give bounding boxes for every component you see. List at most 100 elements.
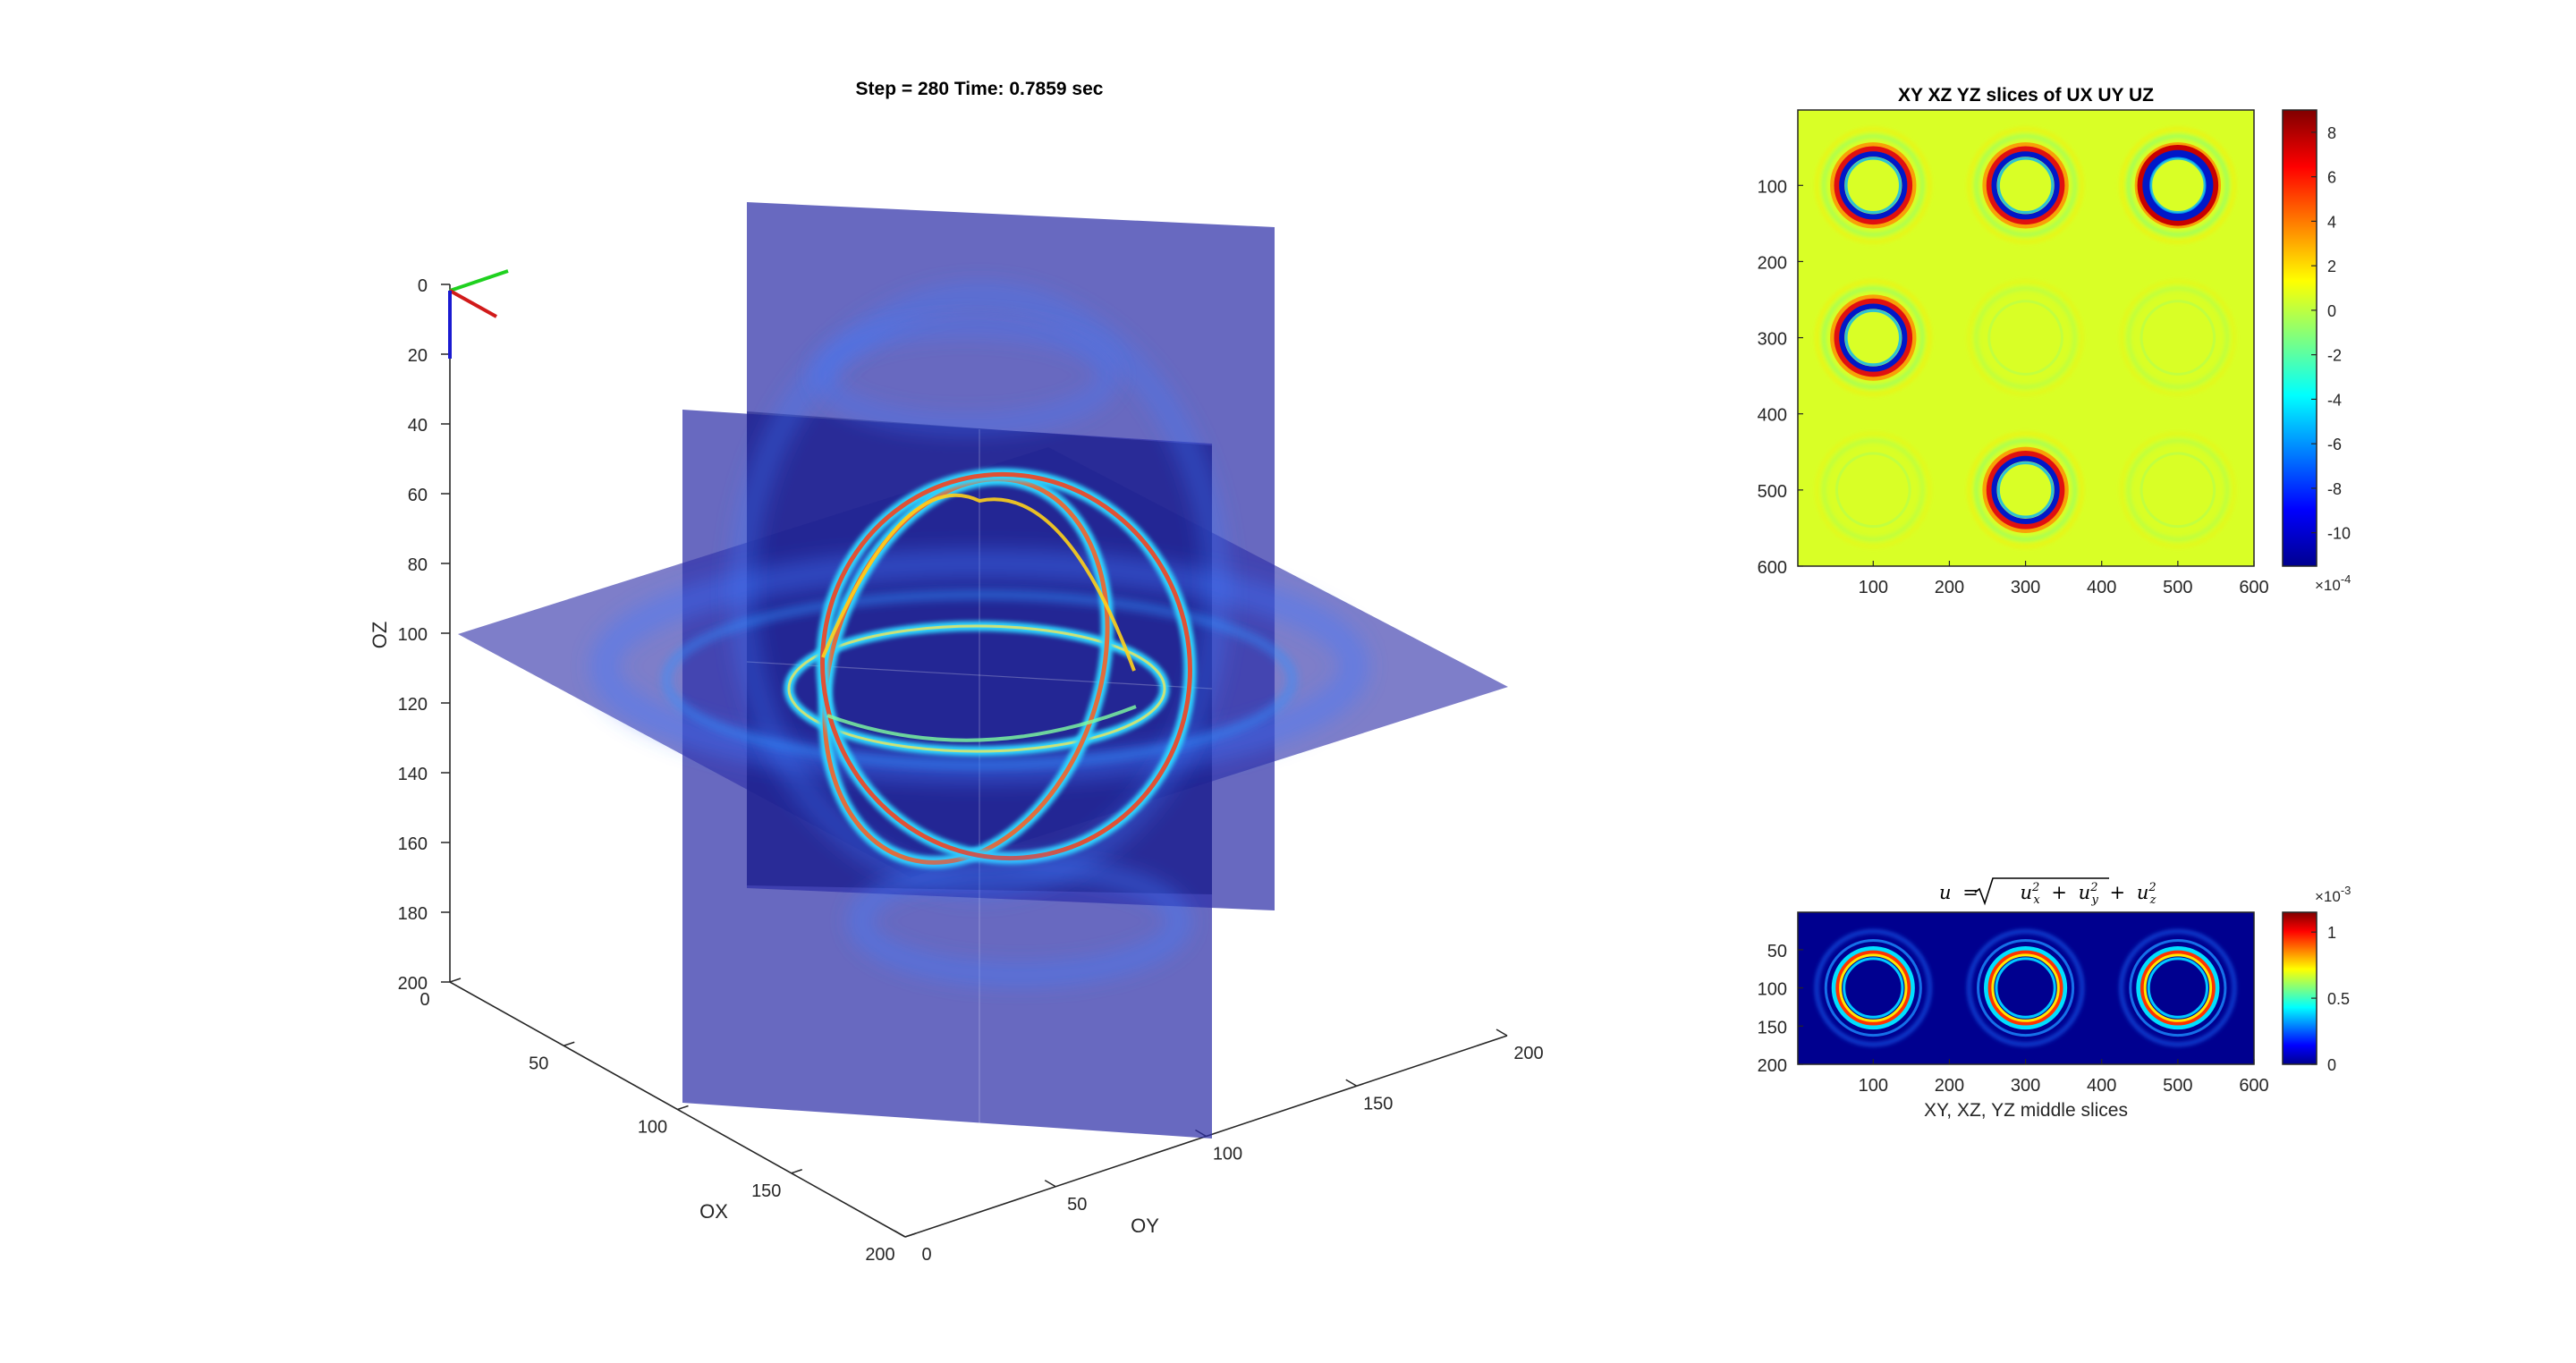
z-tick-label: 160 — [398, 834, 428, 854]
cb1-tick-label: 8 — [2327, 124, 2336, 142]
y-tick-label: 0 — [921, 1245, 931, 1265]
slice-plane-xy — [458, 447, 1508, 877]
orientation-triad — [448, 269, 509, 359]
cb2-tick-label: 0.5 — [2327, 990, 2350, 1008]
y-tick-mark — [1496, 1029, 1508, 1037]
hm1-x-tick-label: 200 — [1935, 578, 1964, 597]
x-tick-mark — [904, 1232, 917, 1238]
heatmap-bottom-title: u = u2 x + u2 y + u2 z — [1939, 881, 2157, 908]
cb1-tick-label: -8 — [2327, 480, 2342, 498]
y-tick-mark — [894, 1230, 906, 1238]
magnitude-ring-XZ — [1967, 929, 2084, 1046]
y-tick-label: 100 — [1213, 1145, 1242, 1164]
cb2-tick-label: 0 — [2327, 1056, 2336, 1074]
y-tick-label: 50 — [1067, 1195, 1087, 1215]
hm2-x-tick-label: 200 — [1935, 1076, 1964, 1096]
x-tick-label: 100 — [638, 1118, 667, 1138]
x-tick-mark — [564, 1041, 575, 1046]
hm2-x-tick-label: 300 — [2011, 1076, 2040, 1096]
y-tick-label: 150 — [1363, 1094, 1393, 1113]
triad-red-axis — [449, 289, 497, 318]
magnitude-ring-XY — [1815, 929, 1932, 1046]
z-tick-label: 40 — [408, 416, 428, 436]
sqrt-symbol — [1974, 877, 2109, 906]
wave-ring-xy-core — [787, 624, 1166, 753]
z-tick-label: 100 — [398, 625, 428, 645]
hm1-y-tick-label: 600 — [1758, 558, 1787, 578]
x-tick-mark — [677, 1105, 689, 1111]
x-tick-label: 150 — [751, 1181, 781, 1201]
cb1-tick-label: 2 — [2327, 258, 2336, 275]
component-slices-heatmap: XY XZ YZ slices of UX UY UZ 100 200 300 400… — [1758, 85, 2351, 597]
wave-glow-vertical — [730, 283, 1229, 898]
slice-ring-UZ-XZ — [1967, 432, 2084, 548]
wave-ring-xz-core — [820, 471, 1192, 861]
hm1-x-tick-label: 300 — [2011, 578, 2040, 597]
hm2-x-tick-label: 600 — [2239, 1076, 2268, 1096]
y-tick-mark — [1345, 1079, 1358, 1087]
x-tick-mark — [791, 1169, 802, 1174]
slice-ring-UX-YZ — [2120, 127, 2236, 244]
hm1-x-tick-label: 600 — [2239, 578, 2268, 597]
triad-green-axis — [449, 269, 509, 292]
colorbar-top-exponent: ×10-4 — [2315, 572, 2351, 594]
colorbar-bottom-exponent: ×10-3 — [2315, 884, 2351, 905]
wavefront-rings — [590, 283, 1368, 984]
heatmap-top-title: XY XZ YZ slices of UX UY UZ — [1898, 85, 2154, 106]
hm1-y-tick-label: 500 — [1758, 482, 1787, 502]
cb1-tick-label: -10 — [2327, 525, 2351, 543]
slice-ring-UX-XZ — [1967, 127, 2084, 244]
cb1-tick-label: 6 — [2327, 169, 2336, 187]
wave-arc-lower — [826, 705, 1137, 742]
y-tick-label: 200 — [1513, 1044, 1543, 1063]
hm2-y-tick-label: 100 — [1758, 980, 1787, 1000]
z-tick-label: 120 — [398, 695, 428, 715]
hm1-x-tick-label: 500 — [2163, 578, 2192, 597]
slice-ring-UY-XZ — [1967, 279, 2084, 396]
x-tick-label: 200 — [865, 1245, 894, 1265]
x-tick-label: 50 — [529, 1054, 548, 1073]
wave-ring-xy-outer — [662, 590, 1297, 769]
wave-halo-lower — [850, 859, 1190, 984]
z-tick-label: 200 — [398, 974, 428, 994]
cb2-tick-label: 1 — [2327, 924, 2336, 942]
hm1-y-tick-label: 200 — [1758, 253, 1787, 273]
hm2-y-tick-label: 50 — [1767, 942, 1787, 961]
hm1-x-tick-label: 400 — [2087, 578, 2116, 597]
slice-ring-UZ-XY — [1815, 432, 1932, 548]
y-axis-label: OY — [1131, 1215, 1159, 1237]
cb1-tick-label: 0 — [2327, 302, 2336, 320]
slice-ring-UX-XY — [1815, 127, 1932, 244]
x-tick-mark — [449, 978, 462, 983]
z-tick-label: 140 — [398, 765, 428, 784]
hm1-y-tick-label: 300 — [1758, 330, 1787, 350]
cb1-tick-label: -2 — [2327, 347, 2342, 365]
cb1-tick-label: 4 — [2327, 213, 2336, 231]
chart-title-3d: Step = 280 Time: 0.7859 sec — [856, 79, 1104, 99]
slice-ring-UZ-YZ — [2120, 432, 2236, 548]
colorbar-bottom — [2282, 911, 2318, 1065]
cb1-tick-label: -4 — [2327, 391, 2342, 409]
heatmap-top-background — [1798, 110, 2254, 566]
colorbar-top — [2282, 109, 2318, 567]
x-axis-label: OX — [699, 1200, 728, 1223]
hm1-y-tick-label: 400 — [1758, 406, 1787, 426]
cb1-tick-label: -6 — [2327, 436, 2342, 453]
z-tick-label: 60 — [408, 486, 428, 505]
slice-ring-UY-XY — [1815, 279, 1932, 396]
hm2-y-tick-label: 150 — [1758, 1018, 1787, 1037]
x-tick-label: 0 — [419, 990, 429, 1010]
z-tick-label: 180 — [398, 904, 428, 924]
heatmap-bottom-xlabel: XY, XZ, YZ middle slices — [1924, 1100, 2128, 1121]
z-tick-label: 0 — [418, 276, 428, 296]
z-tick-label: 20 — [408, 346, 428, 366]
hm2-x-tick-label: 400 — [2087, 1076, 2116, 1096]
slice-ring-UY-YZ — [2120, 279, 2236, 396]
magnitude-slices-heatmap: u = u2 x + u2 y + u2 z 100 200 300 400 500 60050… — [1758, 877, 2351, 1121]
y-tick-mark — [1044, 1180, 1056, 1188]
hm2-x-tick-label: 500 — [2163, 1076, 2192, 1096]
z-axis-label: OZ — [369, 622, 391, 649]
hm2-y-tick-label: 200 — [1758, 1056, 1787, 1076]
hm2-x-tick-label: 100 — [1859, 1076, 1888, 1096]
